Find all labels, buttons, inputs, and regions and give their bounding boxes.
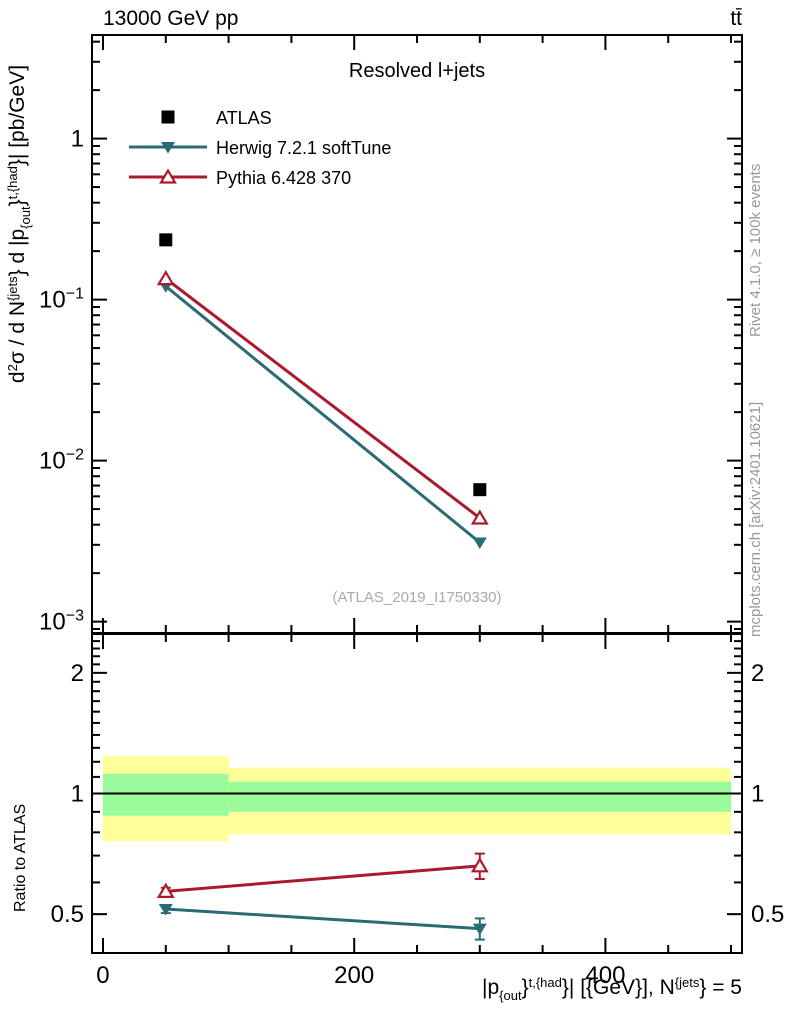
tick-label: 10−3 [39, 608, 84, 636]
tick-label: 10−1 [39, 286, 84, 314]
tick-label: 1 [71, 781, 84, 808]
tick-label: 0 [96, 962, 109, 989]
series-markers-main [156, 269, 489, 525]
data-point-triangle-down [472, 923, 487, 936]
data-point-triangle-down [161, 142, 175, 154]
data-point-triangle-open [470, 857, 489, 873]
axis-title-fragment: d [6, 371, 29, 384]
tick-label: 10−2 [39, 447, 84, 475]
axis-title-fragment: 2 [4, 364, 20, 372]
series-ratio [158, 904, 487, 941]
axis-title-fragment: {jets [4, 276, 20, 301]
axis-title-fragment: } = 5 [699, 976, 742, 999]
series-ratio [156, 852, 489, 898]
tick-label: 200 [334, 962, 374, 989]
tick-label: 0.5 [751, 901, 784, 928]
data-point-square [161, 110, 175, 124]
ratio-axis-title: Ratio to ATLAS [12, 803, 29, 912]
tick-label: 2 [751, 660, 764, 687]
tick-label: 0.5 [51, 901, 84, 928]
analysis-watermark: (ATLAS_2019_I1750330) [332, 589, 502, 606]
ratio-line [165, 907, 480, 931]
process-title: tt̄ [730, 7, 742, 30]
tick-label: 400 [585, 962, 625, 989]
beam-energy-title: 13000 GeV pp [103, 7, 239, 30]
series-line-main [164, 277, 481, 520]
ratio-line [165, 864, 480, 893]
axis-title-fragment: {jets [674, 974, 700, 990]
series-line [164, 277, 481, 520]
rivet-version-note: Rivet 4.1.0, ≥ 100k events [747, 163, 764, 337]
axis-title-fragment: {out [499, 987, 522, 1003]
tick-label: 1 [751, 781, 764, 808]
axis-title-fragment: t,{had [4, 166, 20, 200]
axis-title-fragment: {out [17, 206, 33, 229]
series-line [164, 285, 481, 544]
legend: ATLAS Herwig 7.2.1 softTune Pythia 6.428 3… [129, 108, 391, 188]
axis-ticks [92, 35, 742, 953]
ratio-uncertainty-bands [92, 756, 742, 842]
data-point-triangle-down [158, 904, 173, 916]
axis-title-fragment: |p [481, 976, 500, 999]
series-line-main [164, 285, 481, 544]
mcplots-attribution: mcplots.cern.ch [arXiv:2401.10621] [747, 401, 764, 637]
main-panel-frame [91, 34, 743, 634]
data-point-square [159, 233, 173, 247]
axis-title-fragment: } [521, 976, 529, 999]
green-band [102, 773, 229, 816]
legend-label: Pythia 6.428 370 [216, 168, 351, 188]
tick-label: 2 [71, 660, 84, 687]
data-point-triangle-open [470, 509, 489, 525]
axis-title-fragment: t,{had [528, 974, 562, 990]
data-point-triangle-open [156, 882, 175, 898]
plot-subtitle: Resolved l+jets [348, 60, 486, 82]
legend-label: ATLAS [216, 108, 272, 128]
axis-tick-labels: 0 200 400 1 10−1 10−2 10−3 0.5 0.5 1 1 2 2 [39, 126, 784, 989]
axis-title-fragment: σ / d N [6, 300, 29, 365]
legend-label: Herwig 7.2.1 softTune [216, 138, 391, 158]
x-axis-title: |p{out}t,{had}| [{GeV}], N{jets} = 5 [92, 974, 742, 1003]
series-markers-main [159, 233, 487, 497]
axis-title-fragment: }| [pb/GeV] [6, 64, 29, 167]
axis-title-fragment: } d |p [6, 228, 29, 277]
data-point-triangle-down [472, 537, 487, 550]
y-axis-title: d2σ / d N{jets} d |p{out}t,{had}| [pb/Ge… [4, 24, 33, 424]
axis-title-fragment: }| [{GeV}], N [561, 976, 675, 999]
green-band [228, 781, 732, 812]
data-point-triangle-open [159, 168, 177, 184]
data-point-triangle-open [156, 269, 175, 286]
tick-label: 1 [71, 126, 84, 153]
data-point-square [473, 483, 487, 497]
